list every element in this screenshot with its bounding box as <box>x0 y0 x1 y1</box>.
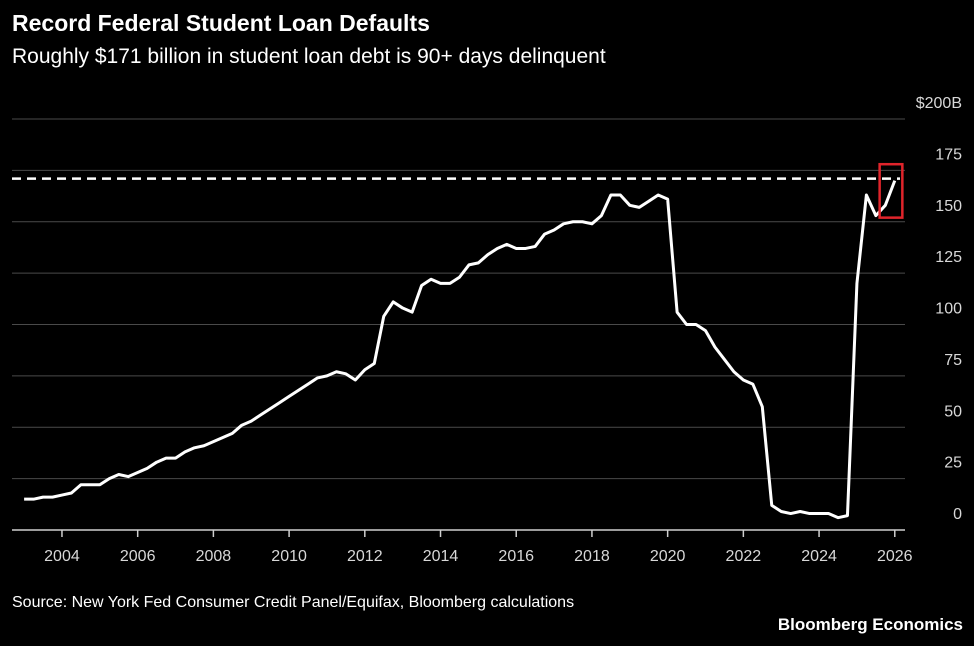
x-tick-label: 2026 <box>877 548 913 565</box>
x-tick-label: 2024 <box>801 548 837 565</box>
y-tick-label: 100 <box>935 301 962 318</box>
y-tick-label: 50 <box>944 403 962 420</box>
source-note: Source: New York Fed Consumer Credit Pan… <box>12 594 574 611</box>
x-tick-label: 2006 <box>120 548 156 565</box>
x-tick-label: 2018 <box>574 548 610 565</box>
chart-title: Record Federal Student Loan Defaults <box>12 10 430 36</box>
x-tick-label: 2012 <box>347 548 383 565</box>
highlight-box <box>878 162 904 219</box>
x-tick-label: 2020 <box>650 548 686 565</box>
y-tick-label: 75 <box>944 352 962 369</box>
x-tick-label: 2022 <box>726 548 762 565</box>
y-tick-label: 125 <box>935 249 962 266</box>
data-line <box>24 180 897 520</box>
y-tick-label: $200B <box>916 95 962 112</box>
x-tick-label: 2016 <box>498 548 534 565</box>
branding: Bloomberg Economics <box>778 615 963 634</box>
x-tick-label: 2014 <box>423 548 459 565</box>
y-tick-label: 175 <box>935 146 962 163</box>
x-tick-label: 2010 <box>271 548 307 565</box>
y-tick-label: 25 <box>944 455 962 472</box>
x-tick-label: 2004 <box>44 548 80 565</box>
chart-subtitle: Roughly $171 billion in student loan deb… <box>12 45 606 68</box>
x-tick-label: 2008 <box>196 548 232 565</box>
y-tick-label: 0 <box>953 506 962 523</box>
y-tick-label: 150 <box>935 198 962 215</box>
